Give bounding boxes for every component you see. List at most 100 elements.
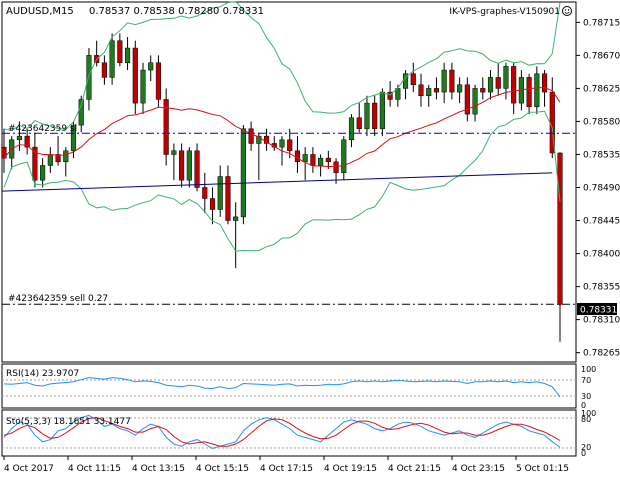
candle-body xyxy=(63,150,69,163)
candle-body xyxy=(202,187,208,199)
candle-body xyxy=(302,154,308,163)
smiley-icon[interactable] xyxy=(562,6,572,16)
candle-body xyxy=(557,152,563,305)
price-tick-label: 0.78400 xyxy=(583,250,620,260)
bollinger-lower-line xyxy=(3,110,561,252)
candle-body xyxy=(40,165,46,181)
sell-order-label: #423642359 sell 0.27 xyxy=(8,294,108,304)
candle-body xyxy=(217,176,223,210)
candle-body xyxy=(179,150,185,181)
time-tick-label: 4 Oct 2017 xyxy=(4,464,54,474)
candle-body xyxy=(480,88,486,93)
candle-body xyxy=(348,117,355,141)
stoch-main-line xyxy=(3,414,561,449)
candle-body xyxy=(32,146,38,181)
price-tick-label: 0.78445 xyxy=(583,217,620,227)
candle-body xyxy=(372,102,378,130)
trend-line xyxy=(1,172,553,192)
candle-body xyxy=(487,77,494,93)
candle-body xyxy=(364,102,370,130)
candle-body xyxy=(124,47,131,63)
candle-body xyxy=(163,99,169,155)
candle-body xyxy=(511,66,517,104)
candle-body xyxy=(495,77,501,89)
candle-body xyxy=(1,146,7,159)
price-axis: 0.78715 0.78670 0.78625 0.78580 0.78535 0.784… xyxy=(576,18,620,359)
time-axis: 4 Oct 2017 4 Oct 11:15 4 Oct 13:15 4 Oct 15… xyxy=(3,456,569,474)
time-tick-label: 4 Oct 11:15 xyxy=(68,464,121,474)
price-tick-label: 0.78355 xyxy=(583,283,620,293)
rsi-level-70: 70 xyxy=(581,376,591,385)
candle-body xyxy=(256,135,262,144)
time-tick-label: 5 Oct 01:15 xyxy=(516,464,569,474)
candle-body xyxy=(526,77,532,108)
rsi-level-0: 0 xyxy=(581,401,586,410)
candle-body xyxy=(395,88,401,100)
candle-body xyxy=(194,150,200,188)
price-tick-label: 0.78580 xyxy=(583,117,620,127)
price-tick-label: 0.78715 xyxy=(583,18,620,28)
ohlc-values: 0.78537 0.78538 0.78280 0.78331 xyxy=(89,6,264,17)
candle-body xyxy=(78,99,84,126)
rsi-level-100: 100 xyxy=(581,365,596,374)
stoch-title: Sto(5,3,3) 18.1651 33.1477 xyxy=(6,417,131,427)
price-tick-label: 0.78490 xyxy=(583,184,620,194)
candle-body xyxy=(325,157,331,163)
candle-body xyxy=(418,84,424,97)
candle-body xyxy=(86,55,92,100)
candle-body xyxy=(225,176,231,221)
candle-body xyxy=(171,150,177,155)
candle-body xyxy=(248,128,254,144)
candle-body xyxy=(410,73,416,85)
candle-body xyxy=(449,69,455,93)
candle-body xyxy=(534,73,540,108)
candle-body xyxy=(117,40,123,63)
candle-body xyxy=(464,84,470,115)
time-tick-label: 4 Oct 17:15 xyxy=(260,464,313,474)
candle-body xyxy=(240,128,246,218)
candle-body xyxy=(263,135,270,144)
price-tick-label: 0.78670 xyxy=(583,51,620,61)
expert-name: IK-VPS-graphes-V150901 xyxy=(449,7,560,17)
candle-body xyxy=(186,150,192,181)
candle-body xyxy=(279,139,285,148)
stochastic-series xyxy=(3,414,561,449)
candle-body xyxy=(233,216,239,221)
price-tick-label: 0.78265 xyxy=(583,349,620,359)
candle-body xyxy=(148,62,154,71)
candle-body xyxy=(310,154,316,166)
sell-arrow-marker xyxy=(557,301,563,308)
candle-body xyxy=(55,154,61,163)
stoch-level-20: 20 xyxy=(581,443,591,452)
indicator-overlays xyxy=(1,1,563,308)
time-tick-label: 4 Oct 19:15 xyxy=(324,464,377,474)
time-tick-label: 4 Oct 23:15 xyxy=(452,464,505,474)
candle-body xyxy=(294,150,301,163)
current-price-value: 0.78331 xyxy=(580,306,617,316)
rsi-level-30: 30 xyxy=(581,392,591,401)
candle-body xyxy=(379,91,385,130)
stoch-level-100: 100 xyxy=(581,409,596,418)
candle-body xyxy=(387,91,393,100)
candle-body xyxy=(209,198,216,210)
candle-body xyxy=(472,88,478,115)
candle-body xyxy=(333,161,339,174)
candle-body xyxy=(433,88,440,93)
price-tick-label: 0.78625 xyxy=(583,84,620,94)
rsi-series xyxy=(3,377,561,398)
candle-body xyxy=(132,47,138,104)
candle-body xyxy=(356,117,362,130)
rsi-line xyxy=(3,377,561,398)
symbol-label: AUDUSD,M15 xyxy=(6,6,74,17)
stop-loss-label: #423642359 sl xyxy=(8,124,77,134)
candle-body xyxy=(16,135,23,141)
time-tick-label: 4 Oct 13:15 xyxy=(132,464,185,474)
candle-body xyxy=(541,73,548,93)
candle-body xyxy=(24,135,30,148)
current-price-tag xyxy=(577,303,617,315)
price-tick-label: 0.78535 xyxy=(583,150,620,160)
candle-body xyxy=(426,88,432,97)
candle-body xyxy=(457,84,463,93)
rsi-panel[interactable] xyxy=(1,363,577,409)
